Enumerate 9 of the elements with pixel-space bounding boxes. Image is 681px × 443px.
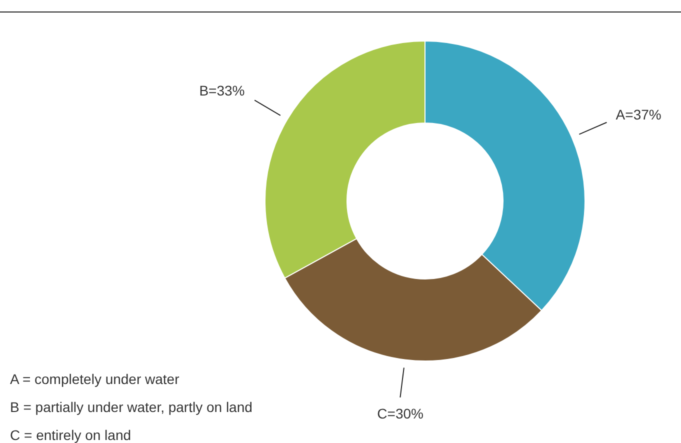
data-label: =33%	[208, 82, 245, 99]
data-label: =37%	[625, 106, 662, 123]
slice-label: C	[377, 405, 388, 422]
text: B = partially under water, partly on land	[10, 399, 252, 415]
slice-label: B	[199, 82, 209, 99]
slice-label: A	[616, 106, 626, 123]
data-label: =30%	[387, 405, 424, 422]
text: C = entirely on land	[10, 427, 132, 443]
text: A = completely under water	[10, 371, 180, 387]
